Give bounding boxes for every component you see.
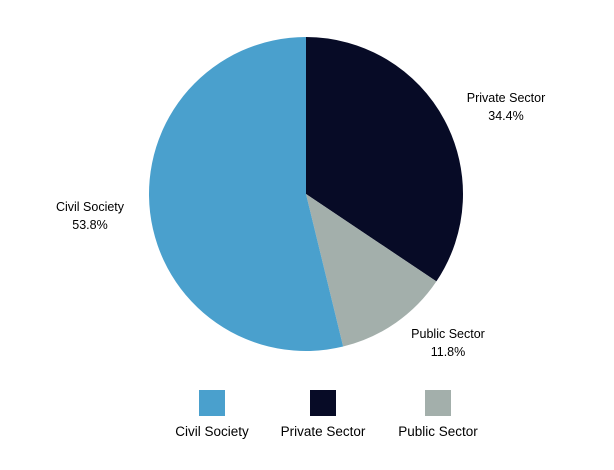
slice-label-public-sector-value: 11.8% bbox=[431, 345, 466, 359]
legend-label-civil-society: Civil Society bbox=[175, 424, 249, 439]
slice-label-public-sector-name: Public Sector bbox=[411, 327, 485, 341]
pie-slice-civil-society bbox=[148, 37, 344, 351]
pie-slices bbox=[148, 37, 464, 351]
pie-slice-labels: Private Sector 34.4% Public Sector 11.8%… bbox=[56, 91, 545, 359]
legend: Civil Society Private Sector Public Sect… bbox=[175, 390, 478, 439]
pie-slice-public-sector bbox=[306, 194, 437, 347]
legend-label-private-sector: Private Sector bbox=[281, 424, 366, 439]
slice-label-private-sector-name: Private Sector bbox=[467, 91, 546, 105]
pie-slice-private-sector bbox=[306, 37, 464, 282]
slice-label-civil-society-name: Civil Society bbox=[56, 200, 125, 214]
legend-label-public-sector: Public Sector bbox=[398, 424, 478, 439]
legend-swatch-private-sector bbox=[310, 390, 336, 416]
legend-swatch-civil-society bbox=[199, 390, 225, 416]
slice-label-civil-society-value: 53.8% bbox=[72, 218, 107, 232]
legend-swatch-public-sector bbox=[425, 390, 451, 416]
slice-label-private-sector-value: 34.4% bbox=[488, 109, 523, 123]
